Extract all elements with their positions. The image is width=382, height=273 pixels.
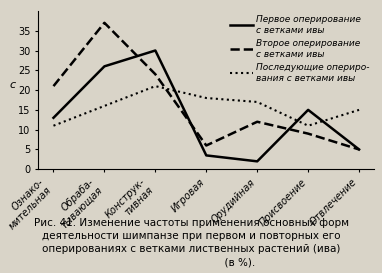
Line: Второе оперирование
с ветками ивы: Второе оперирование с ветками ивы xyxy=(53,23,359,150)
Последующие опериро-
вания с ветками ивы xyxy=(357,108,361,112)
Первое оперирование
с ветками ивы xyxy=(306,108,311,112)
Последующие опериро-
вания с ветками ивы xyxy=(153,85,158,88)
Второе оперирование
с ветками ивы xyxy=(153,73,158,76)
Второе оперирование
с ветками ивы xyxy=(51,85,56,88)
Второе оперирование
с ветками ивы xyxy=(357,148,361,151)
Line: Первое оперирование
с ветками ивы: Первое оперирование с ветками ивы xyxy=(53,51,359,161)
Последующие опериро-
вания с ветками ивы xyxy=(306,124,311,127)
Последующие опериро-
вания с ветками ивы xyxy=(51,124,56,127)
Y-axis label: с: с xyxy=(10,80,16,90)
Последующие опериро-
вания с ветками ивы xyxy=(204,96,209,100)
Первое оперирование
с ветками ивы xyxy=(204,154,209,157)
Line: Последующие опериро-
вания с ветками ивы: Последующие опериро- вания с ветками ивы xyxy=(53,86,359,126)
Первое оперирование
с ветками ивы xyxy=(357,148,361,151)
Последующие опериро-
вания с ветками ивы xyxy=(102,104,107,108)
Первое оперирование
с ветками ивы xyxy=(102,65,107,68)
Первое оперирование
с ветками ивы xyxy=(255,160,259,163)
Legend: Первое оперирование
с ветками ивы, Второе оперирование
с ветками ивы, Последующи: Первое оперирование с ветками ивы, Второ… xyxy=(230,16,370,83)
Первое оперирование
с ветками ивы xyxy=(153,49,158,52)
Второе оперирование
с ветками ивы xyxy=(102,21,107,25)
Второе оперирование
с ветками ивы xyxy=(306,132,311,135)
Второе оперирование
с ветками ивы xyxy=(255,120,259,123)
Второе оперирование
с ветками ивы xyxy=(204,144,209,147)
Text: Рис. 41. Изменение частоты применения основных форм
деятельности шимпанзе при пе: Рис. 41. Изменение частоты применения ос… xyxy=(34,218,348,268)
Последующие опериро-
вания с ветками ивы xyxy=(255,100,259,104)
Первое оперирование
с ветками ивы xyxy=(51,116,56,120)
